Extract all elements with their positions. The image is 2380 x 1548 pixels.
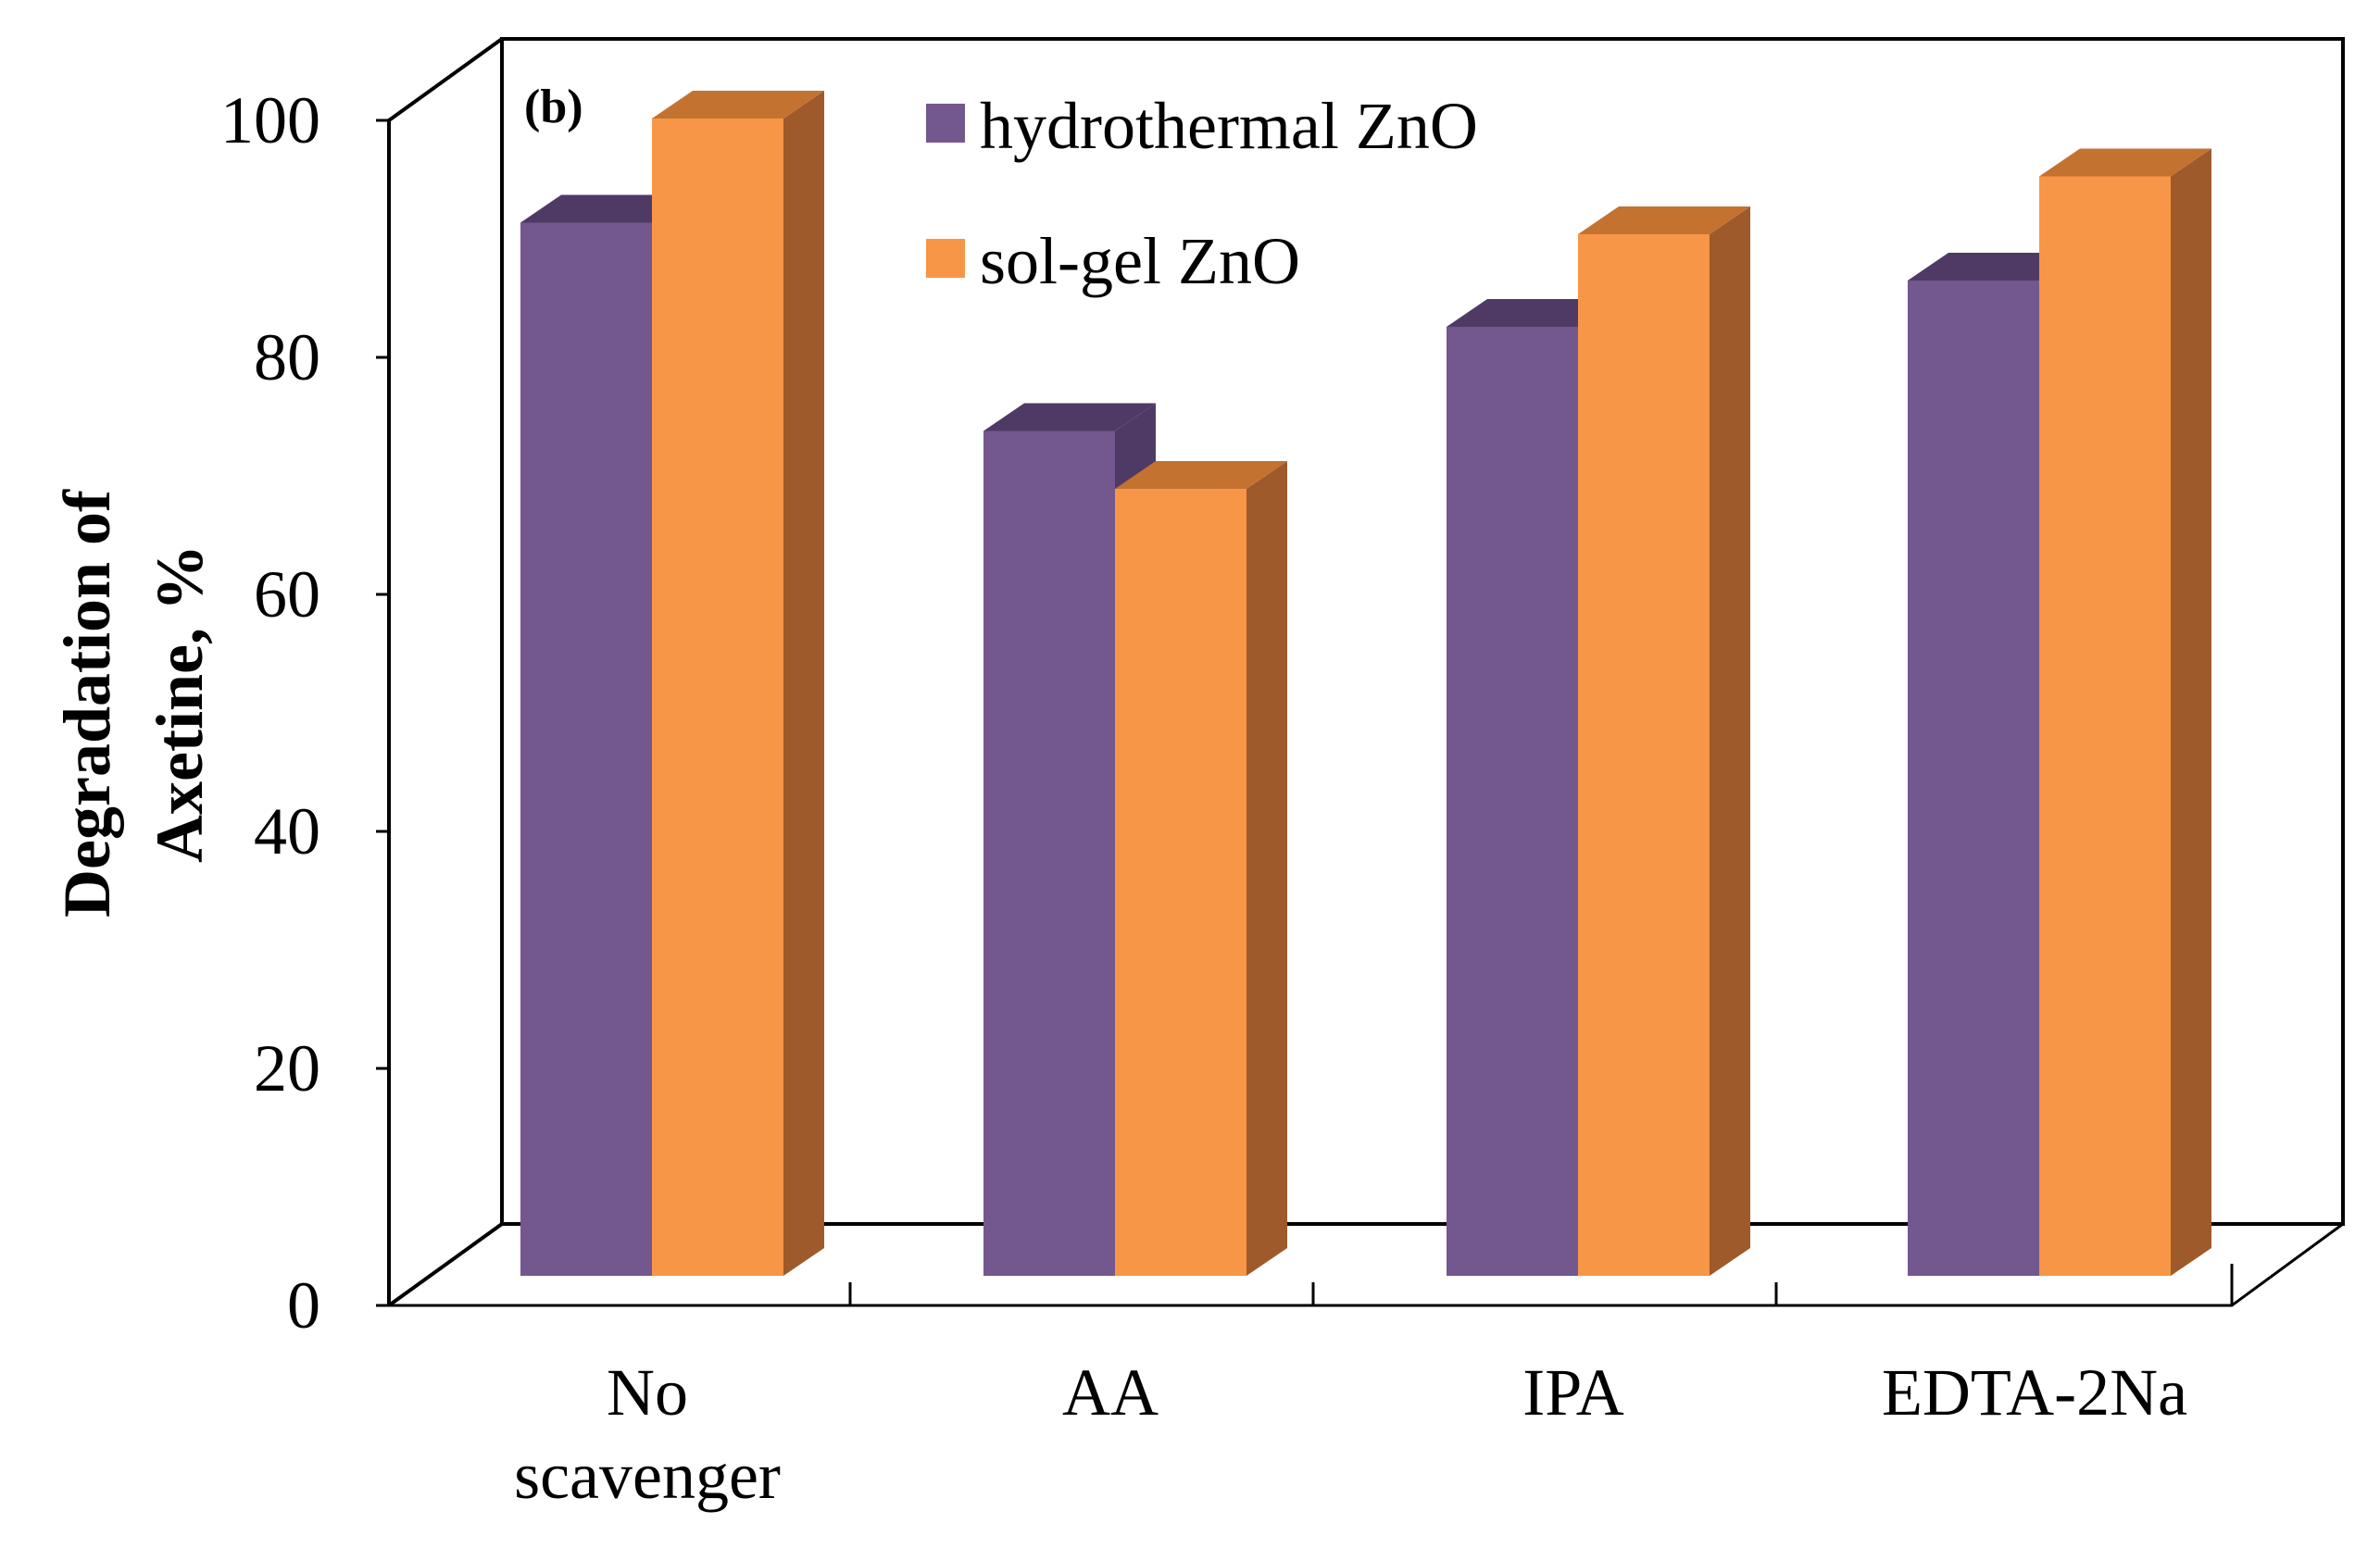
bar-front-face <box>1447 327 1578 1276</box>
bar-front-face <box>1908 281 2039 1276</box>
category-label: No <box>607 1355 688 1429</box>
bar-front-face <box>1115 489 1246 1276</box>
bar-side-face <box>1710 206 1750 1276</box>
bar-top-face <box>983 403 1156 431</box>
y-axis-label-line-2: Axetine, % <box>143 544 217 863</box>
bar-top-face <box>1578 206 1750 234</box>
frame-bottom-left-edge <box>387 1222 504 1307</box>
bar-top-face <box>2039 148 2211 177</box>
bar-top-face <box>652 91 824 119</box>
bar-front-face <box>983 431 1115 1276</box>
bars-group <box>520 91 2211 1276</box>
frame-top-left-edge <box>387 37 504 122</box>
y-tick-label: 40 <box>254 794 320 868</box>
bar-front-face <box>1578 234 1710 1276</box>
bar-sol-gel-0 <box>652 91 824 1276</box>
category-labels: No scavenger AA IPA EDTA-2Na <box>514 1355 2187 1513</box>
y-axis-label-line-1: Degradation of <box>50 489 124 918</box>
legend: hydrothermal ZnO sol-gel ZnO <box>926 89 1478 298</box>
y-axis-label: Degradation of Axetine, % <box>50 489 217 918</box>
bar-front-face <box>520 222 652 1276</box>
legend-swatch-sol-gel <box>926 239 965 278</box>
bar-top-face <box>1447 299 1619 327</box>
category-label: AA <box>1062 1355 1159 1429</box>
x-axis-ticks <box>848 1282 1778 1305</box>
back-wall <box>500 37 2345 1226</box>
bar-front-face <box>652 119 783 1276</box>
y-tick-label: 0 <box>287 1268 320 1342</box>
y-tick-label: 20 <box>254 1031 320 1105</box>
y-axis-ticks: 0 20 40 60 80 100 <box>220 83 389 1342</box>
y-tick-label: 100 <box>220 83 320 157</box>
bar-front-face <box>2039 176 2171 1276</box>
y-tick-label: 60 <box>254 557 320 631</box>
bar-top-face <box>1908 253 2080 281</box>
bar-top-face <box>520 194 693 223</box>
category-label: EDTA-2Na <box>1882 1355 2187 1429</box>
bar-sol-gel-3 <box>2039 148 2211 1276</box>
y-tick-label: 80 <box>254 320 320 394</box>
legend-swatch-hydrothermal <box>926 104 965 143</box>
bar-sol-gel-2 <box>1578 206 1750 1276</box>
panel-label: (b) <box>524 81 583 133</box>
bar-sol-gel-1 <box>1115 461 1287 1276</box>
bar-side-face <box>783 91 824 1276</box>
category-label: IPA <box>1522 1355 1623 1429</box>
bar-side-face <box>2171 148 2211 1276</box>
bar-top-face <box>1115 461 1287 489</box>
legend-label-hydrothermal: hydrothermal ZnO <box>980 89 1478 163</box>
category-label: scavenger <box>514 1439 781 1513</box>
legend-label-sol-gel: sol-gel ZnO <box>980 224 1300 298</box>
bar-side-face <box>1246 461 1287 1276</box>
chart-frame <box>387 37 2345 1307</box>
